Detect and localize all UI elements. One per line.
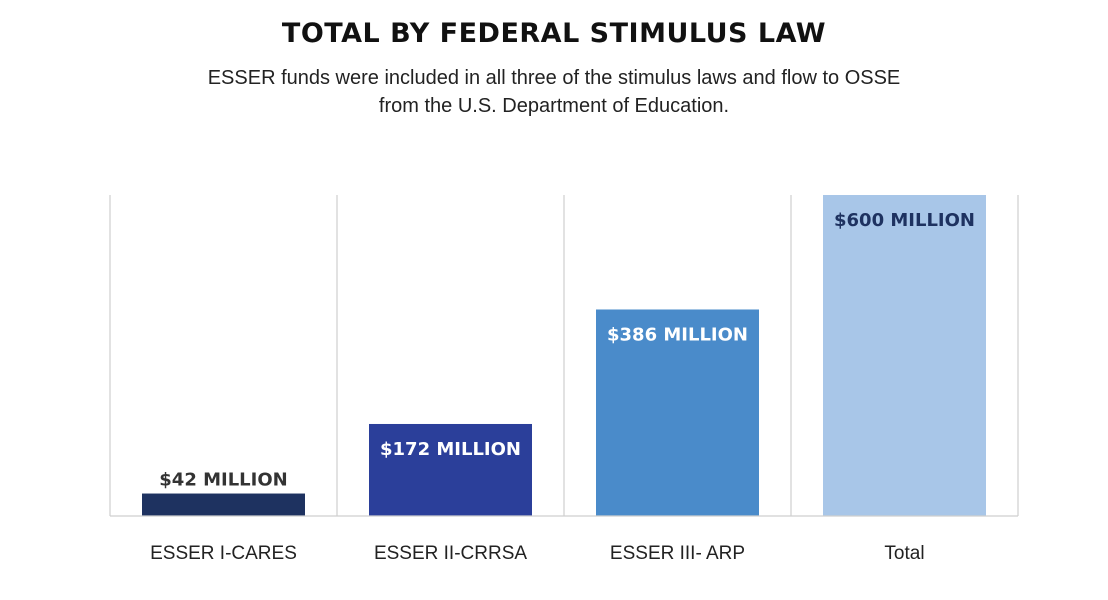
category-label: ESSER III- ARP (610, 543, 745, 564)
value-label: $172 MILLION (380, 439, 521, 460)
value-label: $42 MILLION (159, 470, 287, 491)
bar (142, 493, 305, 516)
category-label: ESSER II-CRRSA (374, 543, 527, 564)
category-labels: ESSER I-CARES ESSER II-CRRSA ESSER III- AR… (150, 543, 924, 564)
value-labels: $42 MILLION $172 MILLION $386 MILLION $600 … (159, 210, 975, 491)
bar (596, 309, 759, 516)
category-label: Total (884, 543, 924, 564)
value-label: $386 MILLION (607, 324, 748, 345)
grid-lines (109, 195, 1019, 516)
value-label: $600 MILLION (834, 210, 975, 231)
chart-title: TOTAL BY FEDERAL STIMULUS LAW (281, 18, 827, 49)
bar (369, 423, 532, 516)
category-label: ESSER I-CARES (150, 543, 297, 564)
chart-subtitle: ESSER funds were included in all three o… (207, 67, 901, 117)
bar (823, 195, 986, 516)
bars (142, 195, 986, 516)
